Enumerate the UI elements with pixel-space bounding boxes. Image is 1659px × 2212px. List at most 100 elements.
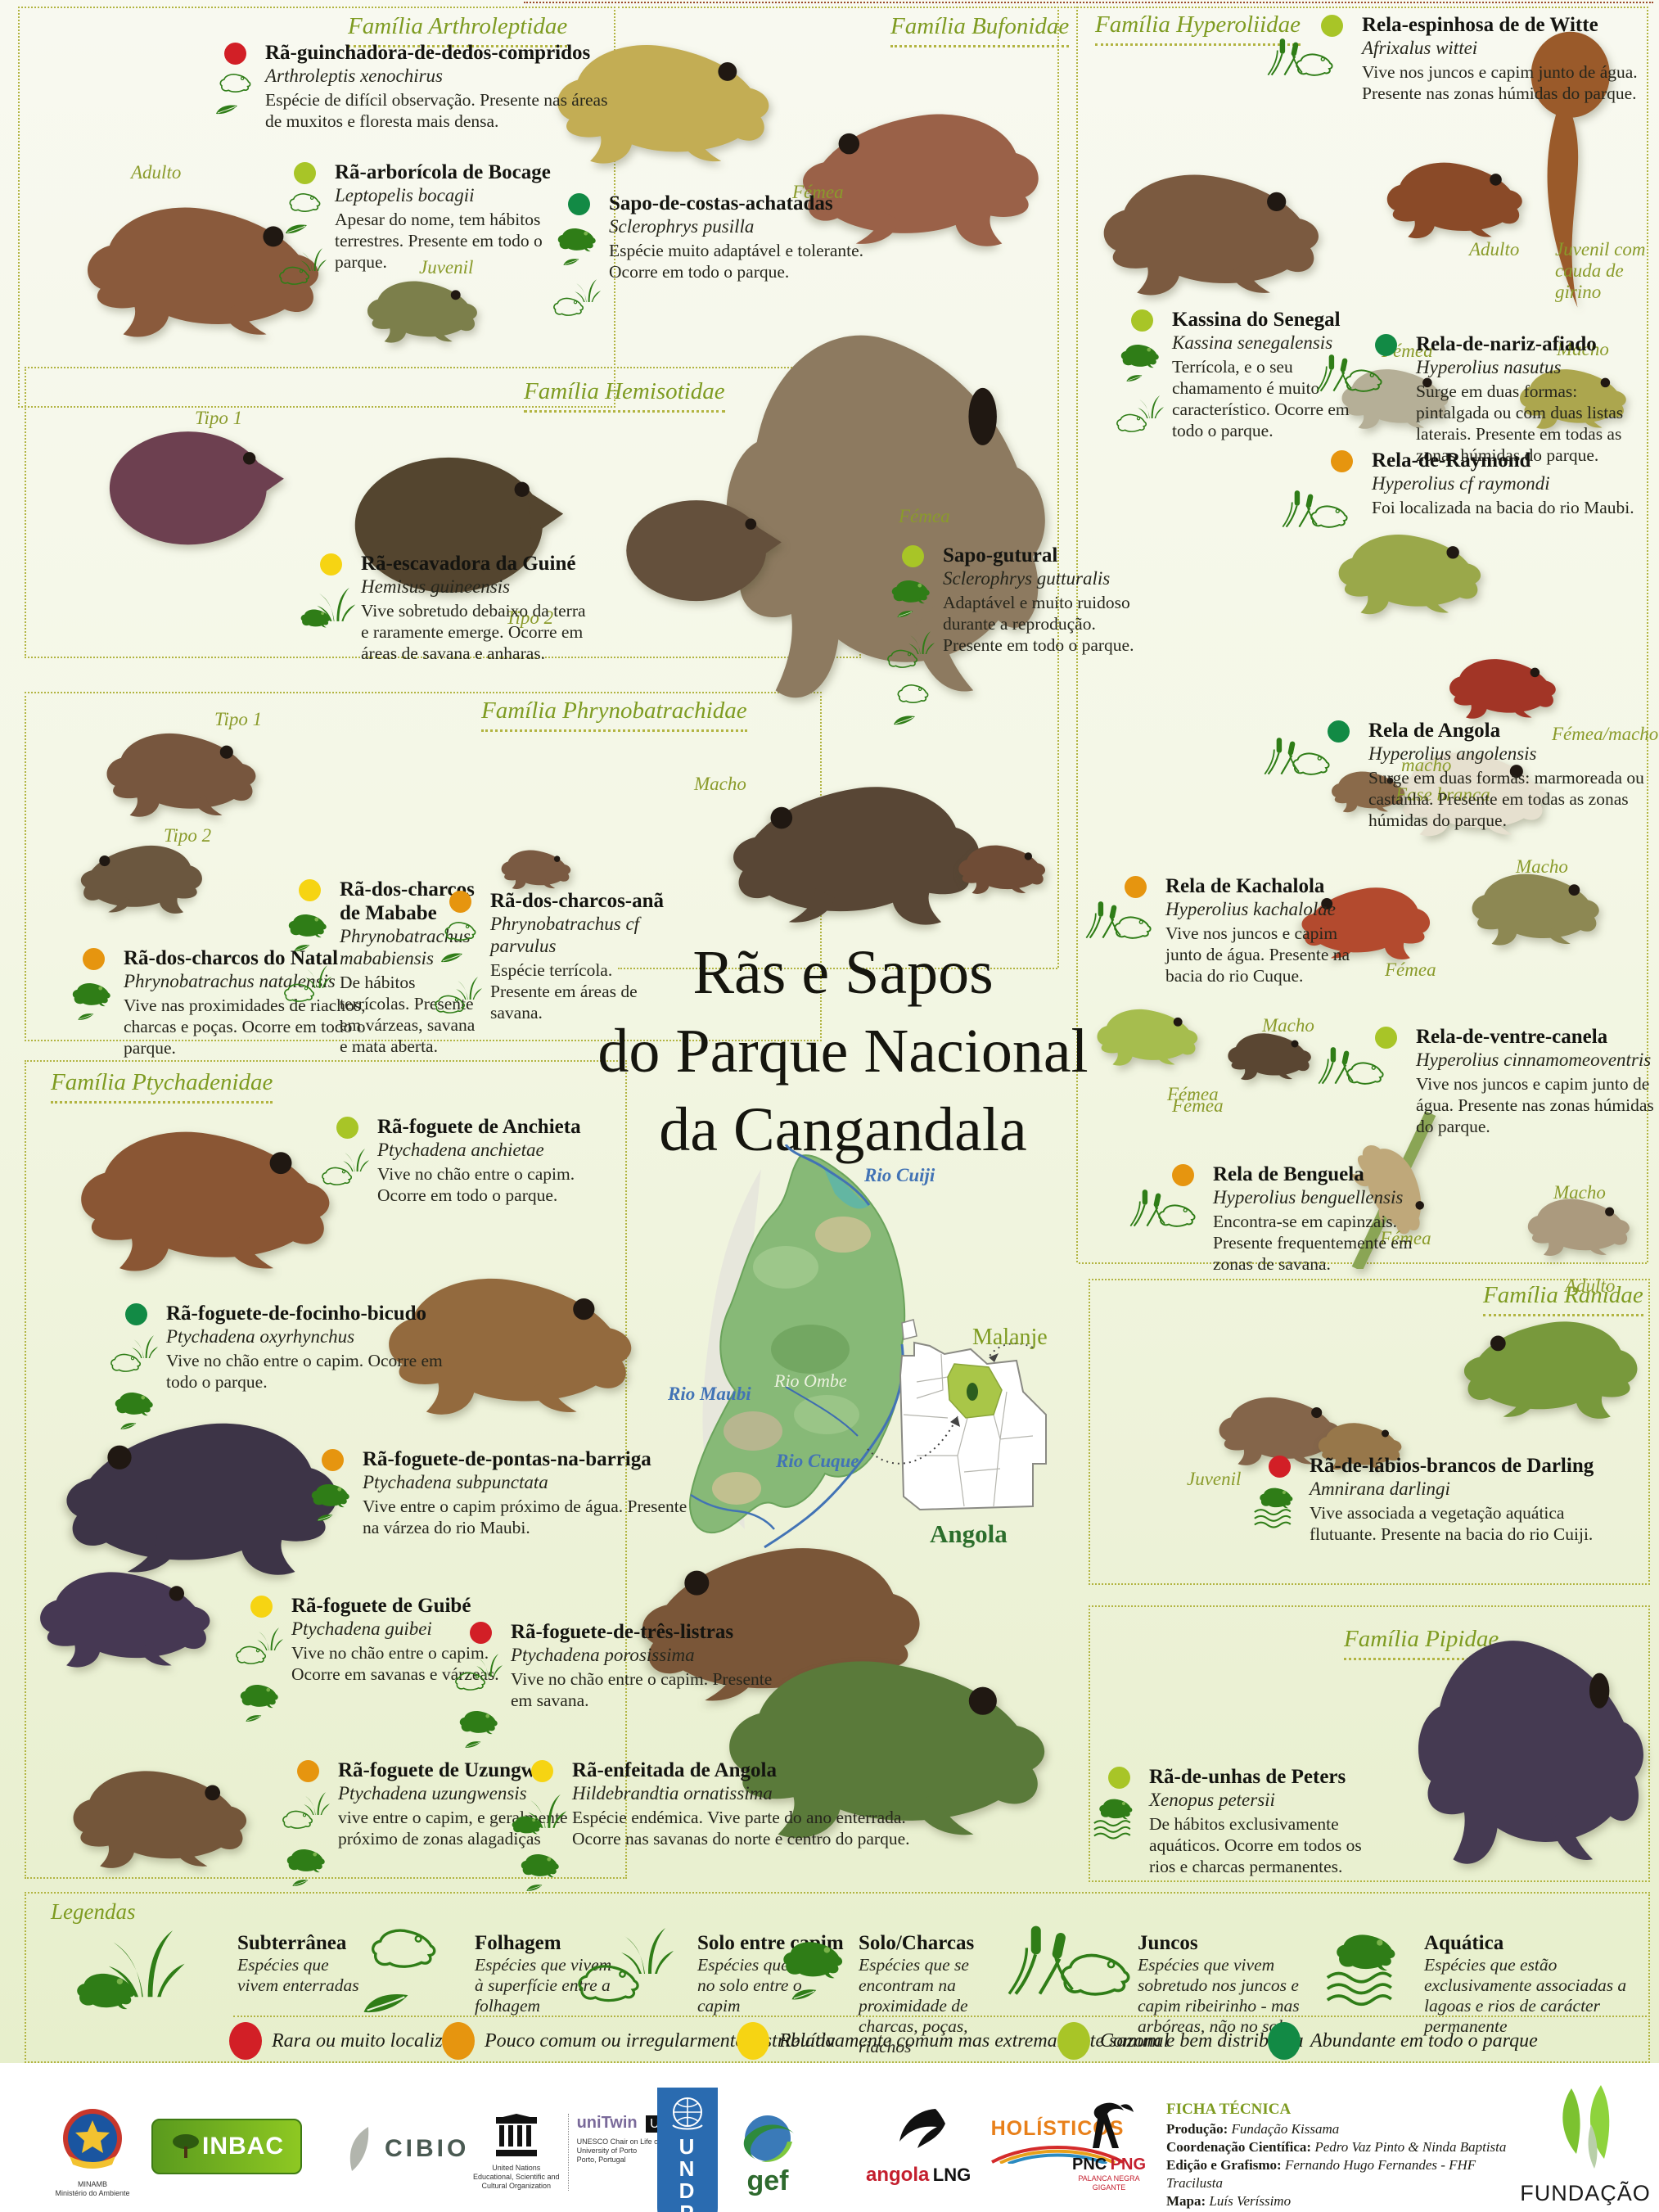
- abundance-dot: [299, 879, 321, 901]
- photo-label: Fémea: [792, 182, 844, 202]
- habitat-icons: [1321, 1045, 1380, 1090]
- abundance-dot: [1375, 334, 1397, 356]
- species-description: Vive nos juncos e capim junto de água. P…: [1362, 62, 1638, 103]
- logo-angola-lng: angola LNG: [866, 2106, 971, 2187]
- solo-charcas-icon: [280, 1842, 331, 1888]
- abundance-dot: [1172, 1164, 1194, 1186]
- abundance-dot: [531, 1760, 553, 1782]
- abundance-dot: [1125, 876, 1147, 898]
- frog-photo-phrynobatrachus-small2: [940, 837, 1062, 898]
- solo-entre-capim-icon: [453, 1650, 503, 1695]
- family-box-ptychadenidae: [25, 1060, 627, 1879]
- species-scientific-name: Phrynobatrachus mababiensis: [340, 926, 471, 968]
- juncos-icon: [1265, 36, 1335, 82]
- family-box-ranidae: [1089, 1279, 1650, 1585]
- kissama-text: FUNDAÇÃO: [1520, 2181, 1651, 2205]
- species-scientific-name: Ptychadena uzungwensis: [338, 1783, 527, 1803]
- ficha-line: Mapa: Luís Veríssimo: [1166, 2193, 1292, 2209]
- ficha-line: Produção: Fundação Kissama: [1166, 2121, 1340, 2137]
- habitat-icons: [1133, 1187, 1192, 1233]
- legend-habitat-desc: Espécies que vivem sobretudo nos juncos …: [1138, 1955, 1300, 2036]
- species-common-name: Rela de Kachalola: [1165, 875, 1325, 897]
- logo-minamb: MINAMB Ministério do Ambiente: [47, 2106, 137, 2198]
- frog-photo-uzungwensis: [31, 1754, 285, 1876]
- photo-label: Macho: [1553, 1182, 1606, 1203]
- species-description: Espécie muito adaptável e tolerante. Oco…: [609, 241, 864, 282]
- habitat-icons: [104, 1331, 163, 1431]
- frog-photo-phrynobatrachus-tipo1: [92, 714, 268, 828]
- solo-entre-capim-icon: [319, 1144, 370, 1190]
- habitat-icons: [203, 70, 262, 116]
- species-common-name: Sapo-gutural: [943, 544, 1058, 567]
- solo-charcas-icon: [773, 1925, 851, 2007]
- abundance-dot: [1328, 720, 1350, 743]
- species-entry-mababe: Rã-dos-charcos de Mababe Phrynobatrachus…: [277, 878, 482, 1057]
- species-scientific-name: Hyperolius cinnamomeoventris: [1416, 1050, 1652, 1070]
- species-entry-witte: Rela-espinhosa de de Witte Afrixalus wit…: [1300, 13, 1659, 104]
- chair-caption1: UNESCO Chair on Life on Land: [576, 2138, 681, 2146]
- map-label-rio-cuiji: Rio Cuiji: [863, 1165, 935, 1185]
- habitat-icons: [299, 581, 358, 632]
- solo-entre-capim-icon: [551, 275, 602, 321]
- logo-gef: gef: [735, 2109, 800, 2197]
- abundance-dot: [470, 1622, 492, 1644]
- gef-globe-icon: [743, 2115, 794, 2162]
- species-description: Foi localizada na bacia do rio Maubi.: [1372, 498, 1634, 517]
- species-scientific-name: Hyperolius cf raymondi: [1372, 473, 1550, 494]
- family-box-arthroleptidae: [18, 7, 615, 408]
- map-label-rio-ombe: Rio Ombe: [773, 1370, 847, 1391]
- species-scientific-name: Sclerophrys pusilla: [609, 216, 755, 237]
- gef-text: gef: [746, 2165, 789, 2196]
- species-description: Vive associada a vegetação aquática flut…: [1310, 1503, 1594, 1544]
- species-entry-gutural: Sapo-gutural Sclerophrys gutturalis Adap…: [881, 544, 1151, 656]
- legend-habitat-name: Aquática: [1424, 1932, 1504, 1954]
- abundance-dot: [125, 1303, 147, 1325]
- frog-photo-guibei: [23, 1554, 223, 1677]
- species-scientific-name: Hildebrandtia ornatissima: [572, 1783, 773, 1803]
- abundance-dot: [322, 1449, 344, 1471]
- species-scientific-name: Xenopus petersii: [1149, 1790, 1275, 1810]
- species-entry-kassina: Kassina do Senegal Kassina senegalensis …: [1110, 308, 1380, 441]
- abundance-legend-dot-darkgreen: [1268, 2022, 1301, 2060]
- family-label-ptychadenidae: Família Ptychadenidae: [51, 1069, 273, 1104]
- species-common-name: Sapo-de-costas-achatadas: [609, 192, 833, 214]
- photo-label: Fémea: [899, 506, 950, 526]
- species-entry-rela-angola: Rela de Angola Hyperolius angolensis Sur…: [1306, 719, 1658, 831]
- family-label-phrynobatrachidae: Família Phrynobatrachidae: [481, 697, 747, 732]
- species-description: Terrícola, e o seu chamamento é muito ca…: [1172, 357, 1350, 440]
- frog-photo-xenopus: [1395, 1600, 1659, 1883]
- abundance-dot: [250, 1596, 273, 1618]
- cibio-icon: [349, 2127, 369, 2171]
- species-common-name: Rela-de-ventre-canela: [1416, 1026, 1608, 1048]
- photo-label: Tipo 1: [214, 709, 263, 729]
- frog-photo-benguela-female-stem: [1342, 1111, 1440, 1269]
- aquatica-icon: [1091, 1794, 1142, 1840]
- legend-habitat-name: Folhagem: [475, 1932, 561, 1954]
- juncos-icon: [1083, 899, 1153, 945]
- species-entry-tres-listras: Rã-foguete-de-três-listras Ptychadena po…: [449, 1620, 784, 1711]
- habitat-icons: [229, 1623, 288, 1723]
- family-label-hemisotidae: Família Hemisotidae: [524, 378, 725, 413]
- photo-label: Adulto: [131, 162, 182, 183]
- species-description: Espécie endémica. Vive parte do ano ente…: [572, 1808, 910, 1849]
- logo-pnc-png: PNC PNG PALANCA NEGRA GIGANTE: [1064, 2099, 1154, 2192]
- ficha-title: FICHA TÉCNICA: [1166, 2101, 1292, 2118]
- subterranea-icon: [297, 581, 359, 632]
- photo-label: Fémea: [1380, 1228, 1431, 1248]
- species-description: Surge em duas formas: marmoreada ou cast…: [1368, 768, 1644, 830]
- habitat-icons: [881, 573, 940, 727]
- species-entry-focinho-bicudo: Rã-foguete-de-focinho-bicudo Ptychadena …: [104, 1302, 464, 1393]
- species-entry-arboricola: Rã-arborícola de Bocage Leptopelis bocag…: [273, 160, 567, 273]
- solo-charcas-icon: [1114, 337, 1165, 383]
- species-scientific-name: Phrynobatrachus cf parvulus: [490, 914, 640, 956]
- species-description: Vive no chão entre o capim. Ocorre em to…: [166, 1351, 443, 1392]
- abundance-legend-label: Rara ou muito localizada: [272, 2030, 472, 2052]
- photo-label: Fase branca: [1395, 784, 1490, 805]
- legend-habitat-name: Solo/Charcas: [859, 1932, 975, 1954]
- inbac-text: INBAC: [202, 2133, 284, 2160]
- divider: [1647, 7, 1648, 1262]
- abundance-dot: [297, 1760, 319, 1782]
- species-description: Vive no chão entre o capim. Ocorre em to…: [377, 1164, 575, 1205]
- family-label-bufonidae: Família Bufonidae: [890, 13, 1070, 47]
- frog-photo-phrynobatrachus-small: [489, 843, 581, 892]
